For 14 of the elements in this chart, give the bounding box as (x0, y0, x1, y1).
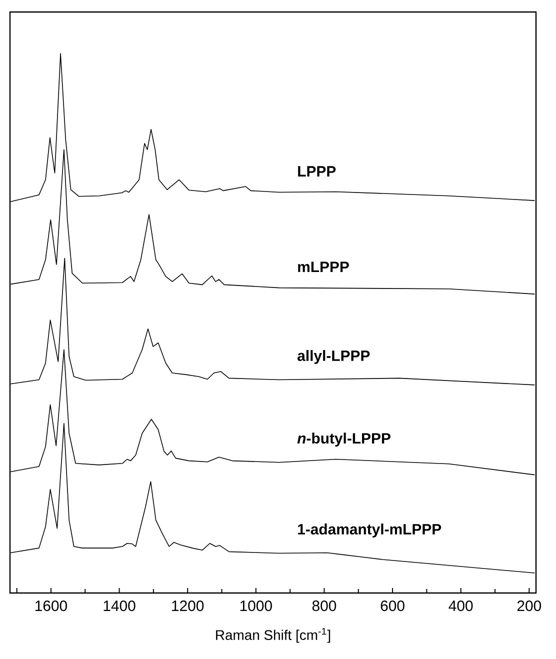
x-tick-label: 1200 (172, 600, 204, 612)
series-label: n-butyl-LPPP (297, 432, 390, 447)
x-tick-label: 1000 (240, 600, 272, 612)
x-tick-label: 400 (448, 600, 473, 612)
x-tick-label: 600 (380, 600, 404, 612)
series-label: allyl-LPPP (298, 350, 370, 364)
x-tick-label: 800 (312, 600, 336, 612)
series-label: mLPPP (298, 262, 349, 272)
x-tick-label: 1600 (36, 600, 68, 612)
x-tick-label: 1400 (104, 600, 136, 612)
series-label: 1-adamantyl-mLPPP (298, 524, 442, 538)
series-label: LPPP (298, 166, 336, 176)
x-tick-label: 200 (517, 600, 542, 612)
x-axis-title: Raman Shift [cm$^{-1}$] (216, 628, 330, 643)
